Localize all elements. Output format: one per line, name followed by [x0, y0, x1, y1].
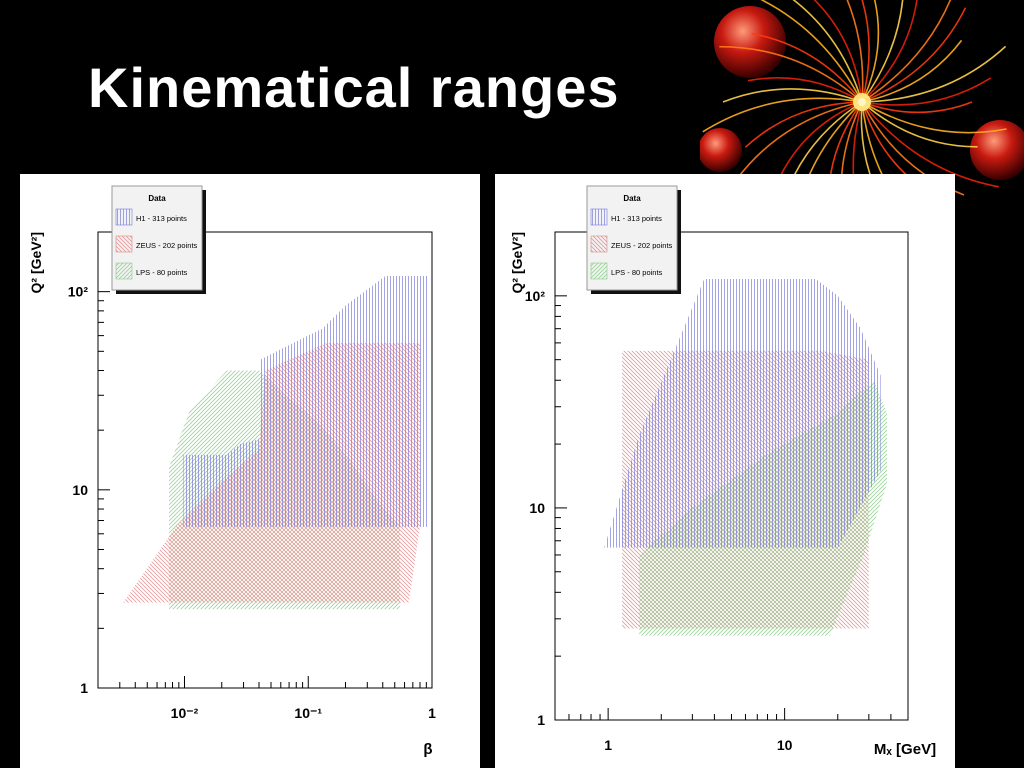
x-tick-label: 10	[777, 737, 793, 753]
legend-swatch-zeus	[115, 235, 133, 253]
legend-swatch-zeus	[590, 235, 608, 253]
legend-title: Data	[623, 194, 641, 203]
y-tick-label: 10	[72, 482, 88, 498]
legend-entry-lps: LPS - 80 points	[136, 268, 188, 277]
y-axis-title: Q² [GeV²]	[28, 232, 44, 293]
x-tick-label: 1	[604, 737, 612, 753]
legend-swatch-h1	[590, 208, 608, 226]
y-tick-label: 1	[80, 680, 88, 696]
legend: Data H1 - 313 points ZEUS - 202 points LPS …	[111, 185, 206, 294]
x-tick-label: 10⁻²	[171, 705, 199, 721]
y-tick-label: 1	[537, 712, 545, 728]
legend-entry-zeus: ZEUS - 202 points	[136, 241, 198, 250]
legend: Data H1 - 313 points ZEUS - 202 points LPS …	[586, 185, 681, 294]
chart-q2-vs-beta: 10⁻² 10⁻¹ 1 1 10 10² β Q² [GeV²] Data H1 - 313 po…	[28, 185, 436, 758]
x-axis-title: β	[423, 741, 432, 758]
plot-frame	[97, 231, 433, 689]
x-axis-title: Mₓ [GeV]	[874, 741, 936, 758]
chart-q2-vs-mx: 1 10 1 10 10² Mₓ [GeV] Q² [GeV²] Data H1 - 313 p…	[509, 185, 936, 758]
legend-entry-lps: LPS - 80 points	[611, 268, 663, 277]
legend-entry-h1: H1 - 313 points	[611, 214, 662, 223]
y-axis-title: Q² [GeV²]	[509, 232, 525, 293]
series-region-h1	[604, 279, 881, 548]
chart-panel-beta: 10⁻² 10⁻¹ 1 1 10 10² β Q² [GeV²] Data H1 - 313 po…	[20, 174, 480, 768]
series-region-h1	[183, 276, 428, 527]
y-tick-label: 10²	[525, 288, 546, 304]
legend-swatch-h1	[115, 208, 133, 226]
page-title: Kinematical ranges	[88, 56, 620, 119]
legend-swatch-lps	[590, 262, 608, 280]
x-tick-label: 10⁻¹	[294, 705, 322, 721]
legend-entry-zeus: ZEUS - 202 points	[611, 241, 673, 250]
legend-swatch-lps	[115, 262, 133, 280]
y-tick-label: 10²	[68, 284, 89, 300]
x-tick-label: 1	[428, 705, 436, 721]
chart-panel-mx: 1 10 1 10 10² Mₓ [GeV] Q² [GeV²] Data H1 - 313 p…	[495, 174, 955, 768]
legend-entry-h1: H1 - 313 points	[136, 214, 187, 223]
legend-title: Data	[148, 194, 166, 203]
y-tick-label: 10	[529, 500, 545, 516]
